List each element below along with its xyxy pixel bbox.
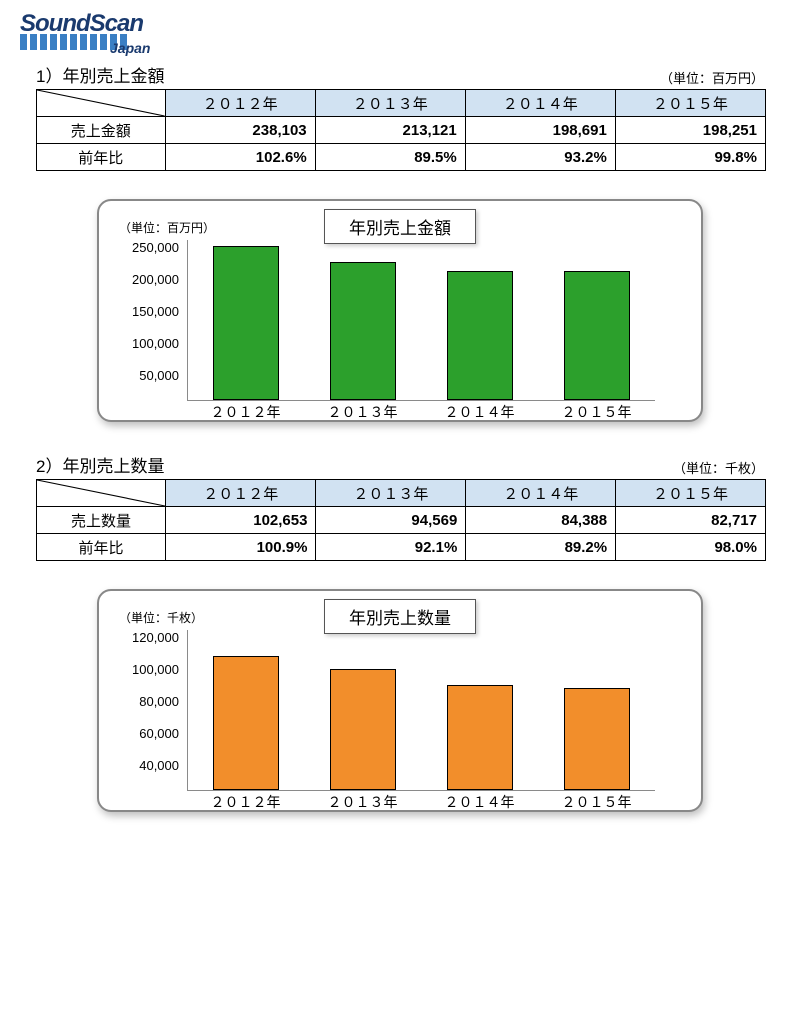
bar <box>564 688 630 790</box>
col-year: ２０１５年 <box>615 90 765 117</box>
x-tick-label: ２０１２年 <box>196 402 296 422</box>
x-tick-label: ２０１５年 <box>547 792 647 812</box>
cell: 99.8% <box>615 144 765 171</box>
cell: 98.0% <box>616 534 766 561</box>
col-year: ２０１２年 <box>166 480 316 507</box>
plot-area <box>187 630 655 791</box>
x-tick-label: ２０１３年 <box>313 402 413 422</box>
x-tick-label: ２０１３年 <box>313 792 413 812</box>
row-label: 前年比 <box>37 144 166 171</box>
logo: SoundScan Japan <box>20 10 780 56</box>
section2-table: ２０１２年 ２０１３年 ２０１４年 ２０１５年 売上数量 102,653 94,… <box>36 479 766 561</box>
chart-title: 年別売上数量 <box>324 599 476 634</box>
table-row: 前年比 102.6% 89.5% 93.2% 99.8% <box>37 144 766 171</box>
cell: 84,388 <box>466 507 616 534</box>
plot-area <box>187 240 655 401</box>
bar-slot <box>313 669 413 790</box>
col-year: ２０１２年 <box>165 90 315 117</box>
section1-unit: （単位：百万円） <box>660 68 764 87</box>
bar-slot <box>430 685 530 790</box>
x-tick-label: ２０１５年 <box>547 402 647 422</box>
y-axis: 50,000100,000150,000200,000250,000 <box>125 240 183 400</box>
col-year: ２０１４年 <box>465 90 615 117</box>
cell: 82,717 <box>616 507 766 534</box>
x-tick-label: ２０１４年 <box>430 792 530 812</box>
row-label: 前年比 <box>37 534 166 561</box>
section2-header: 2）年別売上数量 （単位：千枚） <box>36 452 764 477</box>
section1-header: 1）年別売上金額 （単位：百万円） <box>36 62 764 87</box>
bar-slot <box>196 656 296 790</box>
bar-slot <box>313 262 413 400</box>
cell: 92.1% <box>316 534 466 561</box>
x-tick-label: ２０１４年 <box>430 402 530 422</box>
bar <box>213 656 279 790</box>
cell: 94,569 <box>316 507 466 534</box>
col-year: ２０１５年 <box>616 480 766 507</box>
row-label: 売上金額 <box>37 117 166 144</box>
section2-title: 2）年別売上数量 <box>36 452 164 477</box>
bar <box>330 262 396 400</box>
y-axis: 40,00060,00080,000100,000120,000 <box>125 630 183 790</box>
cell: 213,121 <box>315 117 465 144</box>
cell: 93.2% <box>465 144 615 171</box>
table-row: 売上数量 102,653 94,569 84,388 82,717 <box>37 507 766 534</box>
cell: 100.9% <box>166 534 316 561</box>
cell: 89.2% <box>466 534 616 561</box>
section1-table: ２０１２年 ２０１３年 ２０１４年 ２０１５年 売上金額 238,103 213… <box>36 89 766 171</box>
x-tick-label: ２０１２年 <box>196 792 296 812</box>
x-axis: ２０１２年 ２０１３年 ２０１４年 ２０１５年 <box>187 792 655 812</box>
col-year: ２０１３年 <box>316 480 466 507</box>
x-axis: ２０１２年 ２０１３年 ２０１４年 ２０１５年 <box>187 402 655 422</box>
table-row: 売上金額 238,103 213,121 198,691 198,251 <box>37 117 766 144</box>
section2-chart-card: 年別売上数量 （単位：千枚） 40,00060,00080,000100,000… <box>97 589 703 812</box>
bar-slot <box>547 688 647 790</box>
bar <box>447 271 513 400</box>
bar-slot <box>430 271 530 400</box>
col-year: ２０１４年 <box>466 480 616 507</box>
chart-plot: 40,00060,00080,000100,000120,000 ２０１２年２０… <box>125 630 655 810</box>
chart-title: 年別売上金額 <box>324 209 476 244</box>
cell: 89.5% <box>315 144 465 171</box>
bar <box>564 271 630 400</box>
bar <box>330 669 396 790</box>
bars-row <box>188 240 655 400</box>
table-row: 前年比 100.9% 92.1% 89.2% 98.0% <box>37 534 766 561</box>
chart-plot: 50,000100,000150,000200,000250,000 ２０１２年… <box>125 240 655 420</box>
bar-slot <box>196 246 296 400</box>
bars-row <box>188 630 655 790</box>
cell: 238,103 <box>165 117 315 144</box>
section1-chart-card: 年別売上金額 （単位：百万円） 50,000100,000150,000200,… <box>97 199 703 422</box>
cell: 102,653 <box>166 507 316 534</box>
logo-subtext: Japan <box>110 40 780 56</box>
bar <box>213 246 279 400</box>
table-corner-cell <box>37 90 166 117</box>
cell: 198,251 <box>615 117 765 144</box>
bar <box>447 685 513 790</box>
section2-unit: （単位：千枚） <box>673 458 764 477</box>
section1-title: 1）年別売上金額 <box>36 62 164 87</box>
col-year: ２０１３年 <box>315 90 465 117</box>
bar-slot <box>547 271 647 400</box>
table-corner-cell <box>37 480 166 507</box>
cell: 198,691 <box>465 117 615 144</box>
row-label: 売上数量 <box>37 507 166 534</box>
cell: 102.6% <box>165 144 315 171</box>
